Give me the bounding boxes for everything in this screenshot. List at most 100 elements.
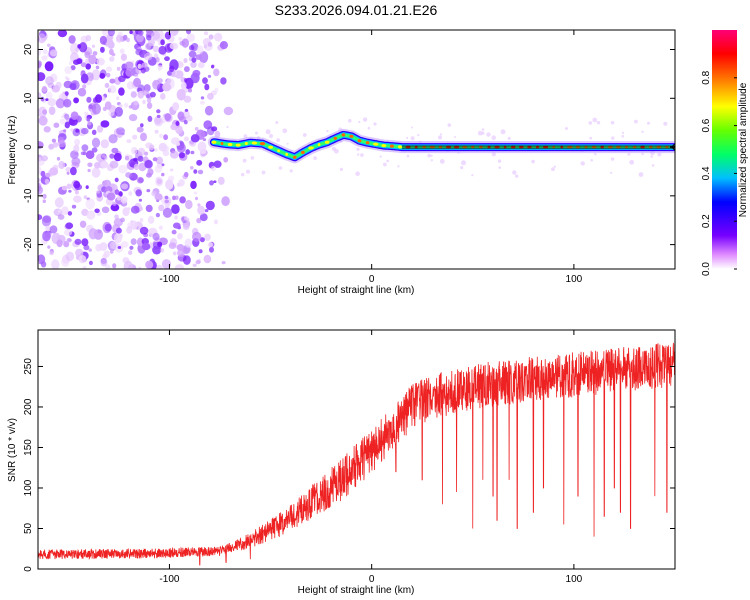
spectral-speckle: [38, 62, 42, 69]
spectral-speckle: [51, 85, 60, 93]
spectral-speckle: [406, 136, 409, 140]
spectral-speckle: [95, 65, 100, 70]
spectral-speckle: [74, 190, 79, 195]
spectral-speckle: [146, 102, 153, 109]
track-peak: [301, 150, 305, 154]
spectral-speckle: [120, 217, 125, 223]
spectral-speckle: [179, 196, 186, 204]
spectral-speckle: [155, 57, 160, 63]
colorbar-gradient: [712, 30, 737, 269]
spectral-speckle: [86, 96, 92, 103]
spectral-speckle: [87, 162, 93, 168]
spectral-speckle: [41, 55, 48, 61]
spectral-speckle: [43, 126, 51, 133]
spectral-speckle: [214, 130, 221, 138]
spectral-speckle: [594, 152, 597, 156]
spectral-speckle: [56, 239, 63, 248]
spectral-speckle: [128, 114, 138, 122]
spectral-speckle: [88, 260, 93, 266]
spectral-speckle: [164, 145, 170, 152]
spectral-speckle: [81, 238, 89, 247]
spectral-speckle: [104, 101, 112, 110]
spectral-speckle: [589, 136, 593, 140]
spectral-speckle: [100, 258, 108, 267]
spectral-speckle: [417, 134, 420, 137]
spectral-speckle: [137, 30, 144, 36]
spectral-speckle: [85, 63, 91, 70]
spectral-speckle: [42, 49, 48, 55]
spectral-speckle: [183, 120, 188, 125]
spectral-speckle: [85, 150, 95, 159]
spectral-speckle: [40, 96, 45, 102]
spectral-speckle: [38, 260, 40, 265]
spectral-speckle: [184, 66, 190, 73]
spectral-speckle: [180, 82, 187, 89]
spectral-speckle: [406, 154, 410, 158]
spectrogram-xtick-label: 100: [566, 274, 583, 285]
spectral-speckle: [63, 229, 73, 236]
spectral-speckle: [289, 169, 293, 173]
spectral-speckle: [186, 30, 191, 35]
spectral-speckle: [171, 204, 180, 215]
track-peak: [341, 133, 346, 137]
spectral-speckle: [188, 88, 192, 93]
spectral-speckle: [161, 172, 165, 177]
spectral-speckle: [175, 142, 180, 146]
spectral-speckle: [85, 185, 89, 190]
spectral-speckle: [38, 72, 46, 82]
track-peak: [211, 140, 217, 144]
spectral-speckle: [154, 193, 163, 201]
spectral-speckle: [551, 167, 555, 172]
spectral-speckle: [67, 211, 73, 216]
spectral-speckle: [85, 34, 92, 42]
spectral-speckle: [161, 259, 172, 269]
spectral-speckle: [178, 152, 185, 159]
spectral-speckle: [91, 167, 101, 178]
spectral-speckle: [196, 45, 204, 55]
spectral-speckle: [91, 69, 101, 81]
spectral-speckle: [282, 128, 288, 134]
spectral-speckle: [477, 130, 483, 136]
spectral-speckle: [331, 146, 336, 151]
spectral-speckle: [177, 249, 185, 257]
spectral-speckle: [95, 94, 102, 103]
spectral-speckle: [132, 31, 136, 36]
spectral-speckle: [203, 31, 209, 35]
spectral-speckle: [114, 214, 119, 220]
snr-xtick-label: -100: [159, 574, 179, 585]
spectral-speckle: [373, 122, 377, 126]
spectral-speckle: [146, 34, 152, 41]
spectral-speckle: [447, 123, 452, 127]
spectral-speckle: [84, 111, 89, 116]
spectral-speckle: [178, 179, 185, 187]
spectral-speckle: [137, 155, 144, 162]
spectral-speckle: [172, 251, 177, 256]
spectral-speckle: [204, 105, 214, 116]
spectral-speckle: [146, 98, 152, 103]
spectral-speckle: [190, 61, 197, 68]
spectral-speckle: [59, 30, 64, 34]
spectral-speckle: [38, 48, 42, 56]
spectral-speckle: [156, 109, 161, 114]
spectral-speckle: [41, 155, 48, 162]
spectral-speckle: [120, 196, 128, 204]
spectral-speckle: [610, 171, 613, 174]
spectral-speckle: [553, 165, 557, 168]
spectral-speckle: [70, 65, 76, 71]
spectral-speckle: [531, 159, 535, 164]
spectral-speckle: [118, 75, 126, 83]
spectral-speckle: [162, 207, 173, 218]
spectral-speckle: [250, 156, 255, 160]
spectral-speckle: [42, 215, 52, 223]
spectral-speckle: [74, 152, 78, 155]
spectrogram-xlabel: Height of straight line (km): [298, 285, 415, 296]
spectral-speckle: [170, 123, 178, 131]
spectral-speckle: [101, 154, 106, 158]
snr-ytick-label: 250: [23, 358, 34, 375]
spectral-speckle: [383, 162, 387, 167]
colorbar-tick-label: 0.4: [701, 166, 712, 180]
spectrogram-ytick-label: -20: [23, 237, 34, 252]
spectral-speckle: [65, 167, 72, 172]
spectral-speckle: [106, 72, 111, 78]
spectral-speckle: [119, 48, 125, 54]
